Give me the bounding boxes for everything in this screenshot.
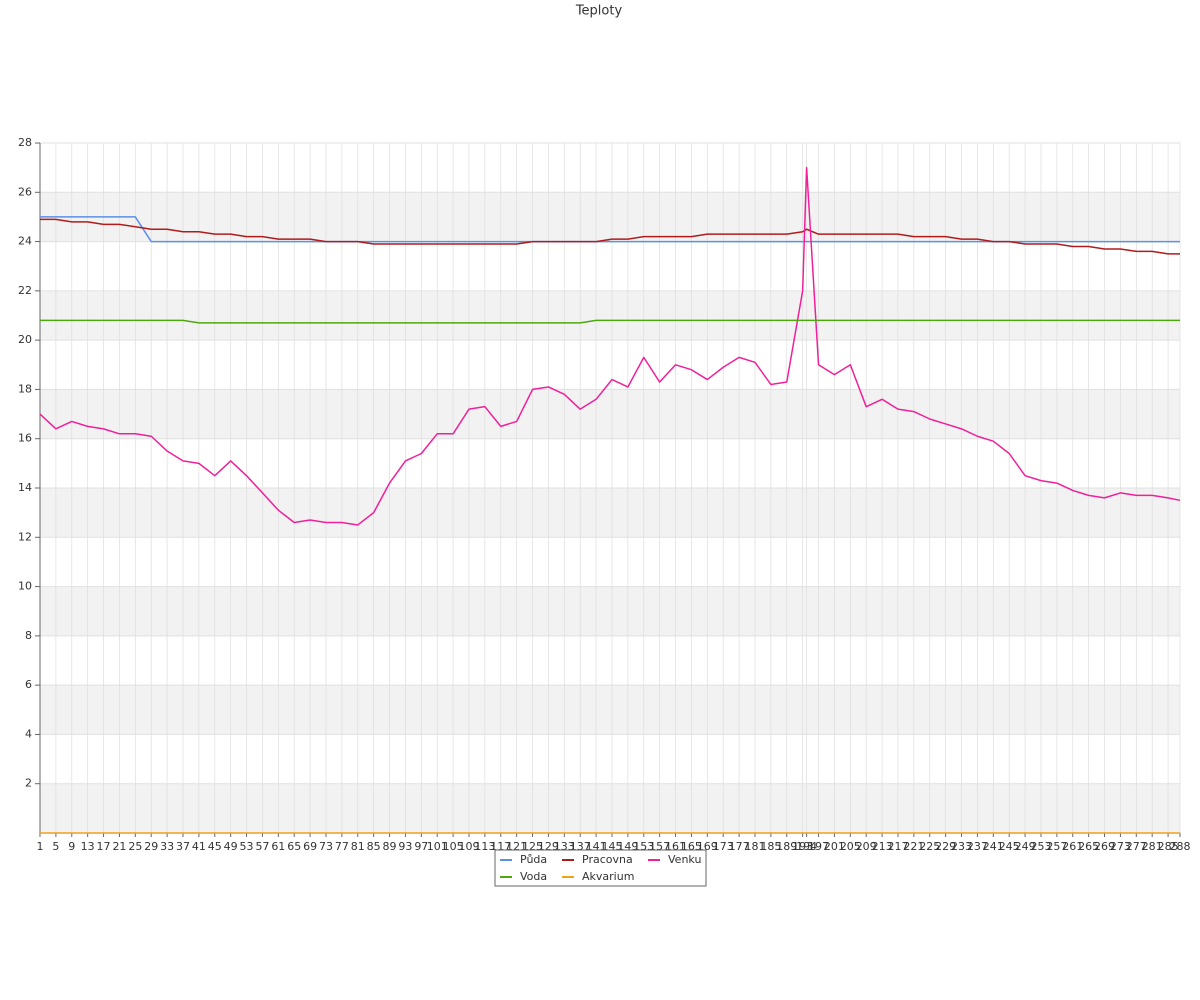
x-tick-label: 245 [999,840,1020,853]
x-tick-label: 65 [287,840,301,853]
y-tick-label: 16 [18,432,32,445]
x-tick-label: 37 [176,840,190,853]
grid-band [40,783,1180,833]
y-tick-label: 24 [18,235,32,248]
x-tick-label: 237 [967,840,988,853]
x-tick-label: 265 [1078,840,1099,853]
x-tick-label: 177 [729,840,750,853]
x-tick-label: 105 [443,840,464,853]
y-tick-label: 26 [18,185,32,198]
x-tick-label: 109 [458,840,479,853]
x-tick-label: 53 [240,840,254,853]
x-tick-label: 69 [303,840,317,853]
x-tick-label: 201 [824,840,845,853]
grid-band [40,389,1180,439]
series-line [40,319,1180,324]
series-line [40,218,1180,255]
x-tick-label: 21 [112,840,126,853]
y-tick-label: 6 [25,678,32,691]
legend-label: Venku [668,853,701,866]
x-tick-label: 89 [383,840,397,853]
grid-band [40,685,1180,735]
legend-label: Půda [520,853,547,866]
y-tick-label: 28 [18,136,32,149]
x-tick-label: 194 [796,840,817,853]
legend-label: Pracovna [582,853,633,866]
series-line [39,166,1181,526]
x-tick-label: 205 [840,840,861,853]
x-tick-label: 185 [760,840,781,853]
x-tick-label: 1 [37,840,44,853]
x-tick-label: 9 [68,840,75,853]
x-tick-label: 277 [1126,840,1147,853]
x-tick-label: 288 [1170,840,1191,853]
x-tick-label: 85 [367,840,381,853]
x-tick-label: 217 [887,840,908,853]
y-tick-label: 22 [18,284,32,297]
x-tick-label: 269 [1094,840,1115,853]
x-tick-label: 29 [144,840,158,853]
x-tick-label: 113 [474,840,495,853]
x-tick-label: 233 [951,840,972,853]
x-tick-label: 221 [903,840,924,853]
x-tick-label: 33 [160,840,174,853]
legend-label: Akvarium [582,870,634,883]
x-tick-label: 273 [1110,840,1131,853]
x-tick-label: 57 [255,840,269,853]
x-tick-label: 61 [271,840,285,853]
x-tick-label: 25 [128,840,142,853]
x-tick-label: 193 [792,840,813,853]
x-tick-label: 45 [208,840,222,853]
grid-band [40,586,1180,636]
x-tick-label: 229 [935,840,956,853]
x-tick-label: 41 [192,840,206,853]
x-tick-label: 13 [81,840,95,853]
x-tick-label: 285 [1158,840,1179,853]
chart-title: Teploty [575,4,623,19]
x-tick-label: 97 [414,840,428,853]
x-tick-label: 241 [983,840,1004,853]
grid-band [40,488,1180,538]
x-tick-label: 281 [1142,840,1163,853]
x-tick-label: 81 [351,840,365,853]
x-tick-label: 17 [97,840,111,853]
y-tick-label: 12 [18,530,32,543]
y-tick-label: 18 [18,382,32,395]
x-tick-label: 213 [872,840,893,853]
x-tick-label: 257 [1046,840,1067,853]
x-tick-label: 173 [713,840,734,853]
x-tick-label: 49 [224,840,238,853]
x-tick-label: 225 [919,840,940,853]
x-tick-label: 197 [808,840,829,853]
x-tick-label: 189 [776,840,797,853]
y-tick-label: 10 [18,580,32,593]
legend: Půda Pracovna Venku Voda Akvarium [494,849,707,887]
x-tick-label: 77 [335,840,349,853]
y-tick-label: 20 [18,333,32,346]
grid-band [40,290,1180,341]
x-tick-label: 73 [319,840,333,853]
x-tick-label: 261 [1062,840,1083,853]
x-tick-label: 209 [856,840,877,853]
x-tick-label: 93 [398,840,412,853]
x-tick-label: 181 [744,840,765,853]
grid-band [40,192,1180,242]
y-tick-label: 8 [25,629,32,642]
x-tick-label: 101 [427,840,448,853]
y-tick-label: 4 [25,727,32,740]
legend-label: Voda [520,870,547,883]
x-tick-label: 5 [52,840,59,853]
legend-box [494,849,707,887]
x-tick-label: 253 [1030,840,1051,853]
y-tick-label: 14 [18,481,32,494]
y-tick-label: 2 [25,777,32,790]
x-tick-label: 249 [1015,840,1036,853]
